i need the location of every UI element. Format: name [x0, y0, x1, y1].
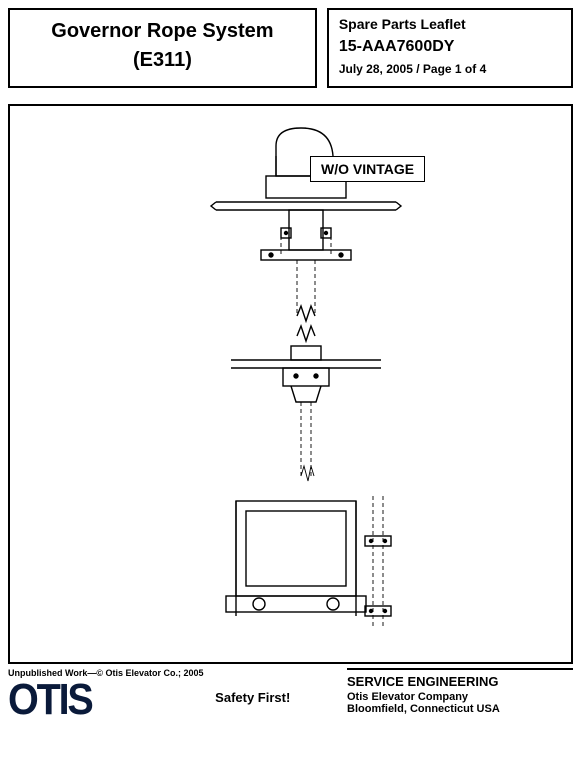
- otis-logo: OTIS: [8, 678, 236, 721]
- governor-diagram: [141, 106, 441, 646]
- title-box: Governor Rope System (E311): [8, 8, 317, 88]
- title-line2: (E311): [18, 49, 307, 72]
- date-page: July 28, 2005 / Page 1 of 4: [339, 62, 561, 76]
- dept: SERVICE ENGINEERING: [347, 674, 573, 689]
- company: Otis Elevator Company: [347, 691, 573, 703]
- leaflet-label: Spare Parts Leaflet: [339, 16, 561, 32]
- header: Governor Rope System (E311) Spare Parts …: [8, 8, 573, 88]
- location: Bloomfield, Connecticut USA: [347, 703, 573, 715]
- info-box: Spare Parts Leaflet 15-AAA7600DY July 28…: [327, 8, 573, 88]
- footer: Unpublished Work—© Otis Elevator Co.; 20…: [8, 668, 573, 715]
- title-line1: Governor Rope System: [18, 20, 307, 43]
- diagram-frame: W/O VINTAGE: [8, 104, 573, 664]
- footer-left: Unpublished Work—© Otis Elevator Co.; 20…: [8, 668, 215, 714]
- footer-right: SERVICE ENGINEERING Otis Elevator Compan…: [347, 668, 573, 715]
- vintage-callout: W/O VINTAGE: [310, 156, 425, 182]
- part-number: 15-AAA7600DY: [339, 38, 561, 56]
